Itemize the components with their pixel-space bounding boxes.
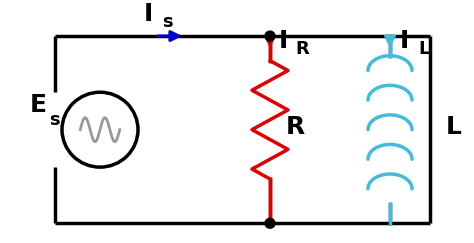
Text: $\mathbf{L}$: $\mathbf{L}$ (418, 40, 430, 58)
Text: $\mathbf{I}$: $\mathbf{I}$ (144, 2, 153, 26)
Text: $\mathbf{L}$: $\mathbf{L}$ (446, 115, 463, 139)
Text: $\mathbf{R}$: $\mathbf{R}$ (295, 40, 311, 58)
Text: $\mathbf{I}$: $\mathbf{I}$ (279, 29, 288, 53)
Text: $\mathbf{E}$: $\mathbf{E}$ (29, 93, 46, 117)
Text: $\mathbf{s}$: $\mathbf{s}$ (49, 111, 61, 129)
Text: $\mathbf{R}$: $\mathbf{R}$ (285, 115, 305, 139)
Circle shape (265, 31, 275, 41)
Text: $\mathbf{s}$: $\mathbf{s}$ (162, 13, 174, 31)
Circle shape (265, 218, 275, 228)
Text: $\mathbf{I}$: $\mathbf{I}$ (400, 29, 409, 53)
Circle shape (62, 92, 138, 167)
